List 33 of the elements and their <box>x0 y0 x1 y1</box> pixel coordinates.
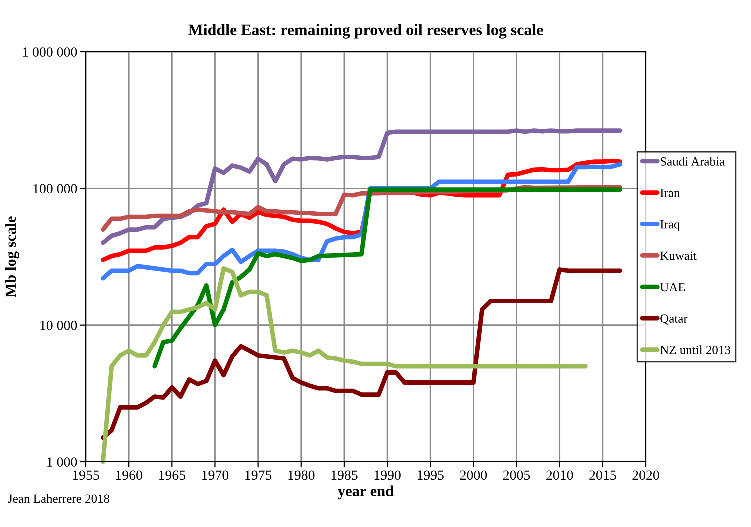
y-axis-title: Mb log scale <box>5 216 20 298</box>
x-tick-label: 1980 <box>288 470 315 480</box>
x-tick-label: 1970 <box>202 470 229 480</box>
x-tick-label: 1955 <box>73 470 100 480</box>
legend-label: NZ until 2013 <box>660 346 730 354</box>
y-tick-label: 100 000 <box>34 184 78 194</box>
chart-title: Middle East: remaining proved oil reserves log scale <box>188 24 544 39</box>
line-series <box>101 268 622 440</box>
x-tick-label: 1960 <box>116 470 142 480</box>
y-tick-label: 1 000 000 <box>23 48 78 57</box>
x-tick-label: 1990 <box>374 470 401 480</box>
legend-label: Saudi Arabia <box>660 157 725 166</box>
line-series <box>101 128 622 246</box>
x-tick-label: 1975 <box>246 470 272 480</box>
legend-label: UAE <box>660 283 686 292</box>
legend-label: Iran <box>660 189 680 198</box>
legend-label: Kuwait <box>660 252 697 260</box>
x-tick-label: 2000 <box>460 470 488 480</box>
x-tick-label: 2015 <box>590 470 616 480</box>
x-axis-title: year end <box>338 486 394 500</box>
line-series <box>101 266 588 464</box>
line-series <box>152 188 622 369</box>
x-tick-label: 1965 <box>159 470 186 480</box>
y-tick-label: 1 000 <box>48 458 78 467</box>
y-tick-label: 10 000 <box>40 320 78 330</box>
x-tick-label: 2020 <box>632 470 660 480</box>
legend-label: Iraq <box>660 220 680 232</box>
legend-label: Qatar <box>660 314 688 325</box>
x-tick-label: 2005 <box>503 470 530 480</box>
x-tick-label: 1995 <box>418 470 444 480</box>
text: Jean Laherrere 2018 <box>8 494 110 504</box>
x-tick-label: 1985 <box>332 470 358 480</box>
x-tick-label: 2010 <box>546 470 574 480</box>
